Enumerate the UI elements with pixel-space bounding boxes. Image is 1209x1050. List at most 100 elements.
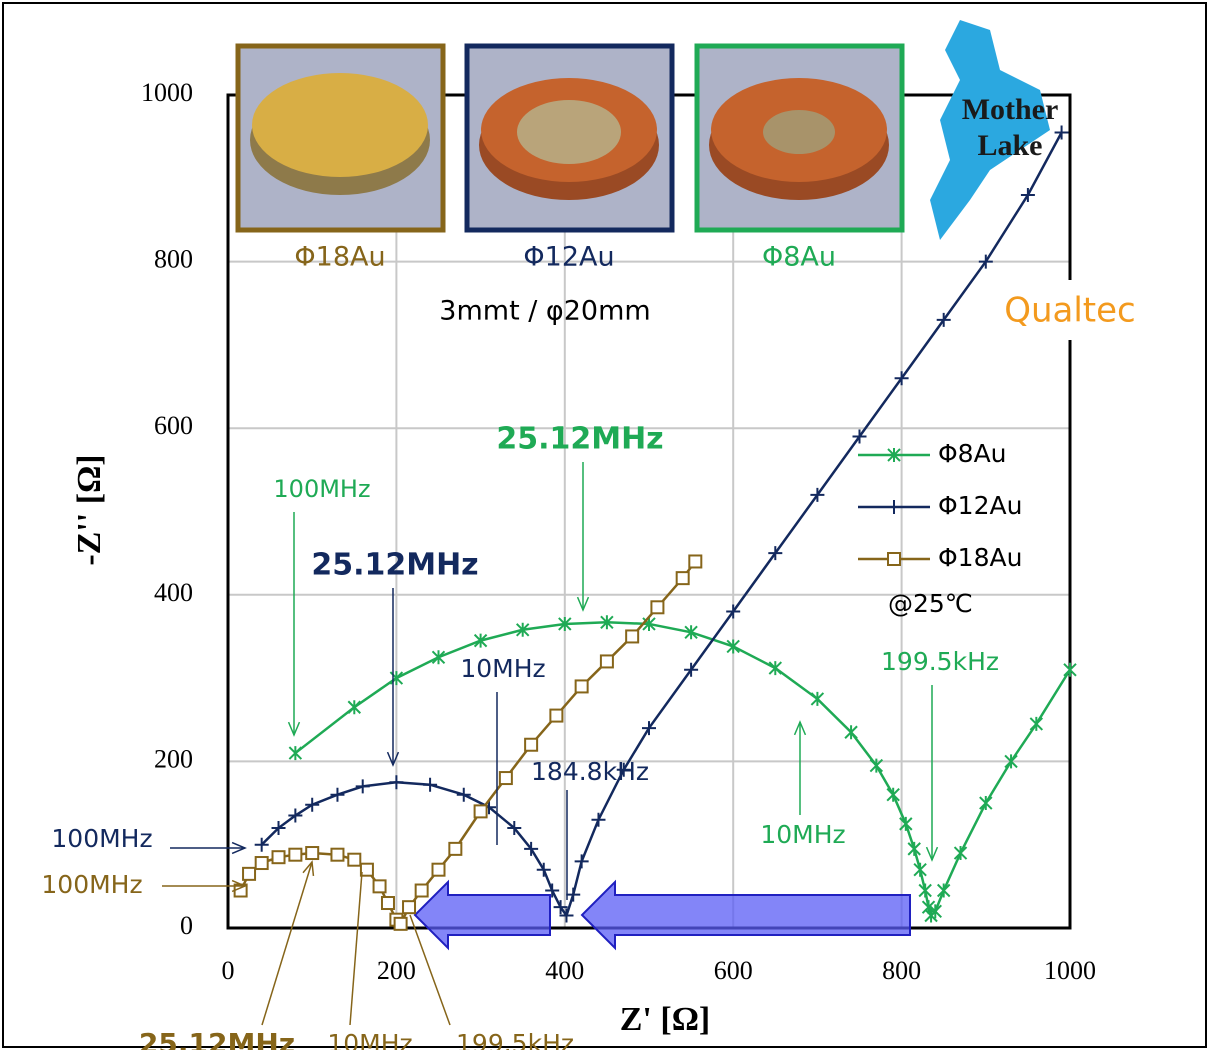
annotation: 100MHz xyxy=(41,870,142,899)
legend-label: Φ12Au xyxy=(938,491,1022,520)
data-point xyxy=(684,625,698,640)
photo-label: Φ18Au xyxy=(294,242,385,273)
annotation: 25.12MHz xyxy=(496,422,663,457)
legend-marker xyxy=(887,448,901,462)
annotation: 184.8kHz xyxy=(531,757,649,786)
data-point xyxy=(599,654,614,669)
data-point xyxy=(899,816,913,831)
annotation-line xyxy=(409,914,451,1026)
photo-label: Φ12Au xyxy=(523,242,614,273)
annotation-arrowhead xyxy=(576,596,590,612)
electrode xyxy=(763,110,835,154)
annotation-arrowhead xyxy=(386,751,400,767)
data-point xyxy=(536,862,551,877)
lake-logo xyxy=(930,20,1050,240)
annotation-line xyxy=(261,861,313,1026)
data-point xyxy=(844,725,858,740)
legend-marker xyxy=(887,552,901,566)
annotation: 199.5kHz xyxy=(881,647,999,676)
data-point xyxy=(978,254,993,269)
x-tick-label: 600 xyxy=(714,956,753,985)
data-point xyxy=(414,883,429,898)
data-point xyxy=(473,633,488,648)
electrode xyxy=(252,73,428,177)
data-point xyxy=(448,841,463,856)
data-point xyxy=(431,862,446,877)
y-tick-label: 1000 xyxy=(141,78,193,107)
sample-note: 3mmt / φ20mm xyxy=(439,296,650,327)
annotation: 100MHz xyxy=(273,475,370,503)
data-point xyxy=(928,904,942,919)
data-point xyxy=(242,866,257,881)
data-point xyxy=(473,804,488,819)
data-point xyxy=(688,554,703,569)
data-point xyxy=(271,850,286,865)
photo-label: Φ8Au xyxy=(762,242,836,273)
data-point xyxy=(524,841,539,856)
data-point xyxy=(288,808,303,823)
photo-frame xyxy=(464,43,675,233)
data-point xyxy=(810,487,825,502)
annotation-arrowhead xyxy=(231,879,247,893)
x-tick-label: 800 xyxy=(882,956,921,985)
legend-label: Φ8Au xyxy=(938,439,1007,468)
data-point xyxy=(768,546,783,561)
data-point xyxy=(936,883,951,898)
data-point xyxy=(918,883,932,898)
data-point xyxy=(869,758,884,773)
legend-label: Φ18Au xyxy=(938,543,1022,572)
x-axis-label: Z' [Ω] xyxy=(620,1001,711,1038)
legend-marker xyxy=(887,500,901,514)
data-point xyxy=(600,615,614,630)
temperature: @25℃ xyxy=(888,589,973,618)
logo-text: Lake xyxy=(977,129,1042,162)
data-point xyxy=(380,896,395,911)
annotation-line xyxy=(349,871,363,1026)
logo-text: Mother xyxy=(962,93,1059,126)
data-point xyxy=(431,650,446,665)
y-tick-label: 0 xyxy=(180,911,193,940)
x-tick-label: 400 xyxy=(545,956,584,985)
data-point xyxy=(591,812,606,827)
data-point xyxy=(810,691,825,706)
annotation-arrowhead xyxy=(925,846,939,862)
photo-frame xyxy=(694,43,905,233)
data-point xyxy=(913,862,927,877)
data-point xyxy=(684,662,699,677)
y-tick-label: 400 xyxy=(154,578,193,607)
logo-bg xyxy=(975,280,1165,340)
photo-frame xyxy=(235,43,446,233)
data-point xyxy=(507,821,522,836)
data-point xyxy=(254,837,269,852)
data-point xyxy=(726,639,740,654)
y-tick-label: 200 xyxy=(154,744,193,773)
data-point xyxy=(549,708,564,723)
x-tick-label: 200 xyxy=(377,956,416,985)
photos xyxy=(236,46,902,230)
data-point xyxy=(566,887,581,902)
data-point xyxy=(1004,754,1018,769)
data-point xyxy=(558,616,572,631)
y-tick-label: 800 xyxy=(154,245,193,274)
electrode xyxy=(517,100,621,164)
data-point xyxy=(524,737,539,752)
data-point xyxy=(389,775,404,790)
data-point xyxy=(355,779,370,794)
data-point xyxy=(625,629,640,644)
data-point xyxy=(1063,662,1077,677)
data-point xyxy=(330,847,345,862)
data-point xyxy=(936,312,951,327)
data-point xyxy=(330,787,345,802)
data-point xyxy=(515,622,530,637)
data-point xyxy=(675,571,690,586)
data-point xyxy=(359,862,374,877)
data-point xyxy=(423,777,438,792)
shift-arrow xyxy=(413,879,551,951)
shift-arrow xyxy=(580,879,911,951)
data-point xyxy=(1029,716,1044,731)
data-point xyxy=(545,883,560,898)
data-point xyxy=(894,371,909,386)
data-point xyxy=(886,787,900,802)
annotation: 199.5kHz xyxy=(456,1029,574,1050)
data-point xyxy=(979,796,993,811)
